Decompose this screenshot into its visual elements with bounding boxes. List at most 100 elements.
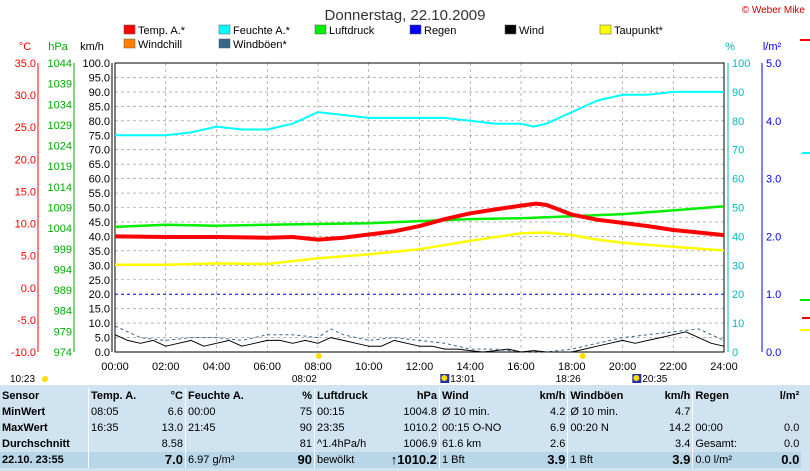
humidity-axis-tick: 20 bbox=[732, 289, 744, 301]
x-tick: 10:00 bbox=[355, 361, 383, 373]
speed-axis-tick: 35.0 bbox=[89, 246, 110, 258]
temp-axis-tick: 25.0 bbox=[15, 122, 36, 134]
stats-cell: Ø 10 min. bbox=[439, 404, 504, 420]
stats-cell bbox=[88, 452, 151, 468]
stats-cell: 1 Bft bbox=[439, 452, 504, 468]
x-tick: 24:00 bbox=[710, 361, 738, 373]
series-line bbox=[114, 201, 725, 242]
x-tick: 00:00 bbox=[101, 361, 129, 373]
speed-axis-tick: 55.0 bbox=[89, 188, 110, 200]
chart-legend: Temp. A.* Feuchte A.* Luftdruck Regen Wind Ta… bbox=[123, 24, 664, 51]
legend-swatch bbox=[409, 24, 422, 35]
stats-cell: Ø 10 min. bbox=[567, 404, 629, 420]
moon-time: 20:35 bbox=[642, 374, 667, 385]
humidity-axis-tick: 30 bbox=[732, 260, 744, 272]
moon-icon-glyph bbox=[441, 375, 448, 381]
stats-cell: Durchschnitt bbox=[2, 438, 70, 450]
speed-axis-tick: 5.0 bbox=[95, 333, 110, 345]
stats-cell: 00:15 bbox=[314, 404, 375, 420]
stats-header-cell: hPa bbox=[416, 390, 437, 402]
stats-cell: bewölkt bbox=[314, 452, 375, 468]
stats-cell: 1010.2 bbox=[403, 422, 437, 434]
speed-axis-tick: 45.0 bbox=[89, 217, 110, 229]
temp-axis-tick: 30.0 bbox=[15, 90, 36, 102]
stats-cell: 3.4 bbox=[675, 438, 691, 450]
stats-cell: 0.0 bbox=[784, 438, 800, 450]
humidity-unit-label: % bbox=[725, 41, 735, 53]
humidity-axis-tick: 10 bbox=[732, 318, 744, 330]
speed-axis-tick: 40.0 bbox=[89, 231, 110, 243]
pressure-axis-tick: 1009 bbox=[48, 203, 72, 215]
stats-cell: 3.9 bbox=[628, 452, 693, 468]
stats-cell: 23:35 bbox=[314, 420, 375, 436]
series-line bbox=[114, 331, 725, 353]
pressure-axis-tick: 974 bbox=[54, 347, 72, 359]
x-tick: 12:00 bbox=[406, 361, 434, 373]
stats-header-cell: °C bbox=[170, 390, 183, 402]
stats-cell: 0.0 bbox=[749, 452, 802, 468]
series-line bbox=[114, 325, 725, 353]
series-line bbox=[115, 231, 725, 266]
temp-axis-tick: -5.0 bbox=[17, 315, 36, 327]
humidity-axis-tick: 80 bbox=[732, 116, 744, 128]
stats-cell: 90 bbox=[299, 422, 312, 434]
stats-header-cell: Windböen bbox=[567, 388, 629, 404]
legend-label: Taupunkt* bbox=[614, 25, 664, 37]
humidity-axis-tick: 90 bbox=[732, 87, 744, 99]
humidity-axis-tick: 50 bbox=[732, 203, 744, 215]
stats-cell: 81 bbox=[299, 438, 312, 450]
stats-cell: 0.0 l/m² bbox=[692, 452, 750, 468]
stats-cell: 75 bbox=[299, 406, 312, 418]
sun-time: 08:02 bbox=[292, 374, 317, 385]
speed-axis-tick: 75.0 bbox=[89, 130, 110, 142]
rain-axis-tick: 0.0 bbox=[766, 347, 781, 359]
rain-axis-tick: 3.0 bbox=[766, 174, 781, 186]
stats-header-cell: km/h bbox=[539, 390, 566, 402]
axis-unit-labels: °C hPa km/h % l/m² bbox=[19, 41, 782, 53]
rain-axis-tick: 4.0 bbox=[766, 116, 781, 128]
legend-label: Regen bbox=[424, 25, 456, 37]
chart-x-axis: 00:00 02:00 04:00 06:00 08:00 10:00 12:00 14:00… bbox=[101, 361, 738, 373]
speed-axis-tick: 100.0 bbox=[82, 58, 110, 70]
stats-cell: 4.7 bbox=[675, 406, 691, 418]
chart-title: Donnerstag, 22.10.2009 bbox=[325, 7, 486, 24]
speed-axis-tick: 95.0 bbox=[89, 72, 110, 84]
stats-cell: ^1.4hPa/h bbox=[314, 436, 375, 452]
speed-axis-tick: 30.0 bbox=[89, 260, 110, 272]
stats-cell: 7.0 bbox=[151, 452, 186, 468]
stats-cell bbox=[185, 436, 260, 452]
stats-row: 22.10. 23:55 7.0 6.97 g/m³ 90 bewölkt ↑1010.2… bbox=[0, 452, 802, 468]
speed-axis-tick: 0.0 bbox=[95, 347, 110, 359]
moon-time: 13:01 bbox=[450, 374, 475, 385]
chart-series bbox=[114, 90, 725, 353]
rain-axis-tick: 1.0 bbox=[766, 289, 781, 301]
sun-time: 18:26 bbox=[556, 374, 581, 385]
stats-cell: 14.2 bbox=[668, 422, 691, 434]
humidity-axis-tick: 70 bbox=[732, 145, 744, 157]
stats-cell: 16:35 bbox=[88, 420, 151, 436]
rain-axis-tick: 2.0 bbox=[766, 231, 781, 243]
stats-cell: 22.10. 23:55 bbox=[0, 452, 89, 468]
speed-axis-tick: 25.0 bbox=[89, 275, 110, 287]
legend-label: Temp. A.* bbox=[138, 25, 186, 37]
stats-cell: 1006.9 bbox=[403, 438, 437, 450]
temp-axis-tick: -10.0 bbox=[11, 347, 36, 359]
pressure-axis-tick: 1024 bbox=[48, 141, 72, 153]
stats-cell: 6.9 bbox=[550, 422, 566, 434]
x-tick: 20:00 bbox=[609, 361, 637, 373]
stats-header-cell: Feuchte A. bbox=[185, 388, 260, 404]
stats-cell: 13.0 bbox=[161, 422, 183, 434]
pressure-axis-tick: 1014 bbox=[48, 182, 72, 194]
legend-swatch bbox=[504, 24, 517, 35]
temp-axis-tick: 15.0 bbox=[15, 186, 36, 198]
sun-icon bbox=[315, 353, 322, 359]
stats-header-cell: Luftdruck bbox=[314, 388, 375, 404]
series-line bbox=[115, 90, 724, 137]
x-tick: 08:00 bbox=[304, 361, 332, 373]
stats-cell: 00:15 O-NO bbox=[439, 420, 504, 436]
temp-axis-tick: 5.0 bbox=[21, 251, 36, 263]
temp-axis-tick: 0.0 bbox=[21, 283, 36, 295]
stats-cell: 0.0 bbox=[784, 422, 800, 434]
stats-header-cell: Regen bbox=[692, 388, 750, 404]
credit-label: © Weber Mike bbox=[742, 5, 806, 16]
